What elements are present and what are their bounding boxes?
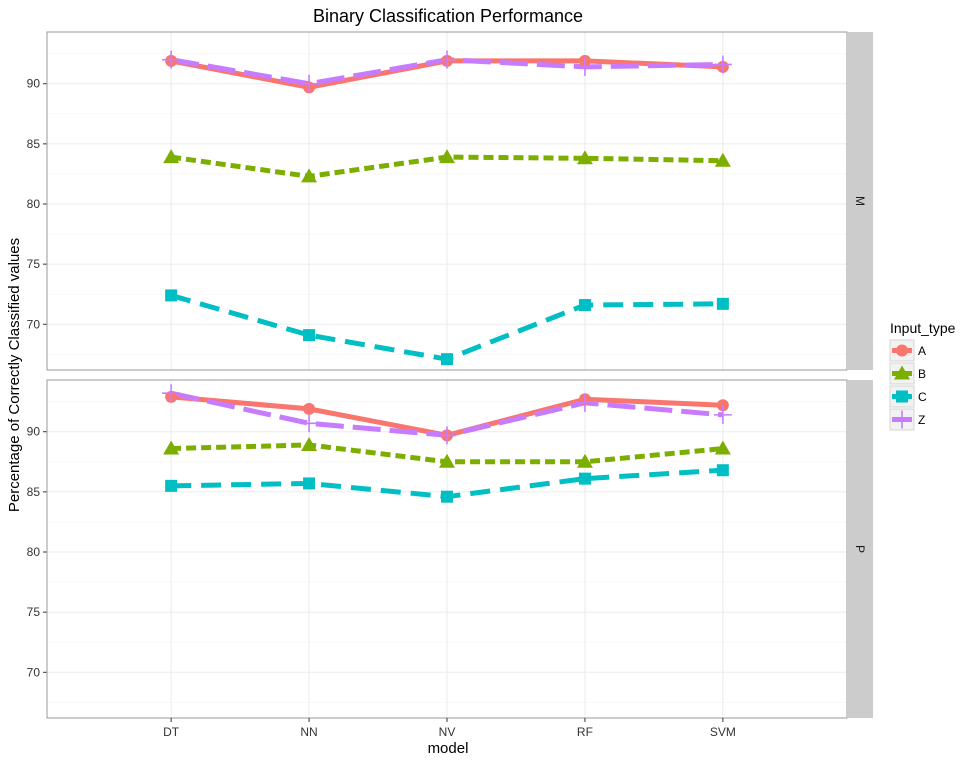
data-point-C-NN (303, 477, 316, 490)
y-tick-label: 90 (27, 77, 41, 91)
facet-panel-M: 70 75 80 85 90 M (27, 31, 873, 371)
legend-item-Z: Z (889, 408, 925, 431)
legend-key-marker-Z (893, 410, 911, 429)
data-point-Z-NV (438, 50, 456, 69)
data-point-A-NN (303, 402, 316, 415)
data-point-C-DT (165, 479, 178, 492)
data-point-B-RF (576, 150, 593, 165)
data-point-C-RF (578, 472, 591, 485)
legend-label: B (918, 367, 926, 381)
legend-label: Z (918, 413, 925, 427)
data-point-B-DT (163, 440, 180, 455)
data-point-Z-DT (162, 384, 181, 403)
legend-item-B: B (889, 362, 926, 385)
legend-item-C: C (889, 385, 927, 408)
y-tick-label: 85 (27, 137, 41, 151)
y-tick-label: 90 (27, 425, 41, 439)
legend-key-marker-B (894, 365, 910, 380)
data-point-Z-DT (162, 50, 181, 69)
data-point-Z-SVM (713, 55, 732, 74)
y-axis-title: Percentage of Correctly Classified value… (6, 238, 23, 512)
facet-strip-label: M (853, 196, 867, 206)
data-point-Z-NN (300, 74, 319, 93)
y-tick-label: 70 (27, 665, 41, 679)
data-point-C-SVM (716, 464, 729, 477)
legend-label: C (918, 390, 927, 404)
x-tick-label: NV (439, 725, 456, 739)
y-tick-label: 80 (27, 545, 41, 559)
data-point-B-NV (439, 453, 455, 468)
data-point-C-RF (578, 299, 591, 312)
y-tick-label: 70 (27, 317, 41, 331)
facet-strip (847, 32, 873, 370)
y-tick-label: 75 (27, 257, 41, 271)
y-tick-label: 85 (27, 485, 41, 499)
data-point-B-NN (301, 436, 318, 451)
y-tick-label: 80 (27, 197, 41, 211)
chart-title: Binary Classification Performance (313, 6, 583, 26)
data-point-C-NV (441, 353, 453, 366)
data-point-B-SVM (714, 152, 731, 167)
data-point-C-DT (165, 289, 178, 302)
data-point-Z-RF (575, 393, 594, 412)
data-point-C-NV (441, 490, 453, 503)
data-point-C-SVM (716, 297, 729, 310)
data-point-Z-SVM (713, 405, 732, 424)
facet-strip (847, 380, 873, 718)
data-point-B-SVM (714, 440, 731, 455)
data-point-Z-RF (575, 57, 594, 76)
legend-key-marker-A (896, 344, 908, 357)
x-tick-label: SVM (710, 725, 736, 739)
data-point-Z-NN (300, 414, 319, 433)
facet-panel-P: 70 75 80 85 90 P (27, 379, 873, 719)
data-point-A-SVM (716, 399, 729, 412)
data-point-C-NN (303, 329, 316, 342)
plot-layer: 70 75 80 85 90 M 70 75 80 85 90 P DT NN NV RF SVM (27, 31, 873, 739)
data-point-Z-NV (438, 426, 456, 445)
legend-label: A (918, 344, 926, 358)
data-point-B-RF (576, 453, 593, 468)
facet-strip-label: P (853, 545, 867, 553)
data-point-B-NV (439, 149, 455, 164)
x-axis-title: model (428, 740, 469, 757)
legend-key-marker-C (896, 390, 908, 403)
x-tick-label: RF (577, 725, 593, 739)
data-point-B-DT (163, 149, 180, 164)
data-point-B-NN (301, 168, 318, 183)
x-tick-label: NN (300, 725, 317, 739)
y-tick-label: 75 (27, 605, 41, 619)
x-tick-label: DT (163, 725, 180, 739)
legend-item-A: A (889, 339, 926, 362)
legend-title: Input_type (890, 320, 956, 336)
